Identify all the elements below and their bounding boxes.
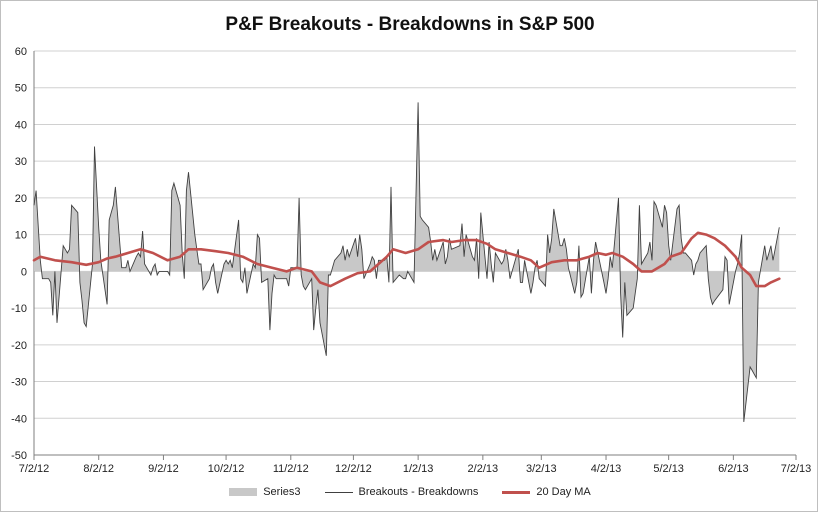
y-tick-label: -40 bbox=[11, 413, 27, 425]
legend-item-ma: 20 Day MA bbox=[502, 486, 591, 498]
ma-20-day-line bbox=[32, 231, 781, 288]
legend-swatch-ma bbox=[502, 490, 531, 494]
x-tick-label: 1/2/13 bbox=[403, 463, 434, 475]
x-tick-label: 3/2/13 bbox=[526, 463, 557, 475]
y-tick-label: 10 bbox=[15, 230, 27, 242]
legend-swatch-breakouts bbox=[324, 491, 353, 493]
series-layer bbox=[32, 102, 781, 422]
y-tick-label: 40 bbox=[15, 119, 27, 131]
x-tick-label: 4/2/13 bbox=[591, 463, 622, 475]
x-tick-label: 12/2/12 bbox=[335, 463, 372, 475]
y-tick-label: 20 bbox=[15, 193, 27, 205]
x-axis: 7/2/12 8/2/12 9/2/12 10/2/12 11/2/12 12/2/12 1… bbox=[19, 455, 812, 475]
x-tick-label: 5/2/13 bbox=[653, 463, 684, 475]
y-tick-label: -10 bbox=[11, 303, 27, 315]
y-axis: 60 50 40 30 20 10 0 -10 -20 -30 -40 -50 bbox=[11, 46, 27, 462]
y-tick-label: 30 bbox=[15, 156, 27, 168]
y-tick-label: 0 bbox=[21, 266, 27, 278]
legend-label-breakouts: Breakouts - Breakdowns bbox=[358, 486, 479, 498]
legend-label-ma: 20 Day MA bbox=[536, 486, 591, 498]
x-tick-label: 10/2/12 bbox=[208, 463, 245, 475]
y-tick-label: -50 bbox=[11, 450, 27, 462]
legend-item-breakouts: Breakouts - Breakdowns bbox=[324, 486, 479, 498]
x-tick-label: 9/2/12 bbox=[148, 463, 179, 475]
y-tick-label: 50 bbox=[15, 83, 27, 95]
chart-title: P&F Breakouts - Breakdowns in S&P 500 bbox=[225, 14, 595, 35]
legend-item-series3: Series3 bbox=[229, 486, 301, 498]
legend: Series3 Breakouts - Breakdowns 20 Day MA bbox=[0, 486, 820, 498]
x-tick-label: 8/2/12 bbox=[83, 463, 114, 475]
legend-swatch-series3 bbox=[229, 488, 258, 496]
x-tick-label: 11/2/12 bbox=[273, 463, 309, 475]
x-tick-label: 6/2/13 bbox=[718, 463, 749, 475]
y-tick-label: 60 bbox=[15, 46, 27, 58]
legend-label-series3: Series3 bbox=[263, 486, 301, 498]
y-tick-label: -20 bbox=[11, 340, 27, 352]
breakouts-breakdowns-line bbox=[33, 102, 780, 422]
x-tick-label: 7/2/13 bbox=[781, 463, 812, 475]
gridlines bbox=[33, 50, 796, 456]
y-tick-label: -30 bbox=[11, 377, 27, 389]
x-tick-label: 7/2/12 bbox=[19, 463, 50, 475]
x-tick-label: 2/2/13 bbox=[468, 463, 499, 475]
